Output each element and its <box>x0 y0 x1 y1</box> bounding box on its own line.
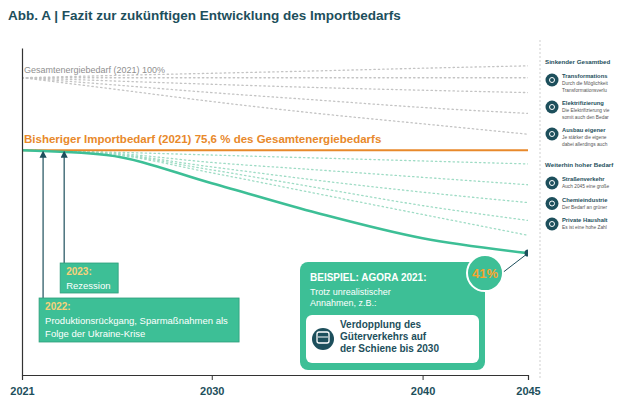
train-icon-window <box>318 337 328 338</box>
annotation-text: Produktionsrückgang, Sparmaßnahmen als <box>45 315 228 326</box>
panel-heading: Weiterhin hoher Bedarf <box>545 161 614 168</box>
series-line <box>22 150 528 235</box>
panel-item-title: Ausbau eigener <box>562 127 606 133</box>
x-tick: 2045 <box>516 375 540 397</box>
series-line <box>22 149 528 151</box>
x-tick: 2021 <box>10 375 34 397</box>
panel-icon-glyph <box>550 181 555 186</box>
panel-item-text: Der Bedarf an grüner <box>562 205 607 210</box>
annotation-text: Folge der Ukraine-Krise <box>45 328 145 339</box>
callout-title: BEISPIEL: AGORA 2021: <box>310 272 427 283</box>
series-line <box>22 78 528 134</box>
train-icon <box>312 328 334 350</box>
panel-icon-glyph <box>550 222 555 227</box>
series-label: Bisheriger Importbedarf (2021) 75,6 % de… <box>24 133 381 145</box>
panel-item-title: Transformations <box>562 73 607 79</box>
label-leader <box>502 253 528 273</box>
panel-icon <box>546 197 559 210</box>
x-tick-mark <box>212 375 213 380</box>
panel-separator <box>540 40 541 380</box>
annotation-arrow <box>42 154 43 298</box>
x-tick-mark <box>528 375 529 380</box>
y-axis-line <box>22 49 23 376</box>
panel-item-text: dabei allerdings auch <box>562 142 608 147</box>
series-label: Gesamtenergiebedarf (2021) 100% <box>24 65 165 75</box>
panel-item-title: Straßenverkehr <box>562 176 605 182</box>
panel-item-text: Transformationsverlu <box>562 88 607 93</box>
callout-inner <box>306 315 479 363</box>
series-line <box>22 78 528 93</box>
series-line <box>22 77 528 78</box>
callout-box <box>300 262 485 370</box>
panel-item-text: Auch 2045 eine große <box>562 184 610 189</box>
callout-highlight: Güterverkehrs auf <box>340 331 427 342</box>
annotation-text: Rezession <box>66 280 110 291</box>
train-icon-body <box>317 332 329 343</box>
panel-item-text: Durch die Möglichkeit <box>562 81 609 86</box>
chart: Abb. A | Fazit zur zukünftigen Entwicklu… <box>0 0 630 412</box>
series-line <box>22 78 528 114</box>
label-badge <box>467 255 503 291</box>
x-tick-label: 2040 <box>411 385 435 397</box>
panel-icon <box>546 74 559 87</box>
x-tick: 2030 <box>200 375 224 397</box>
panel-heading: Sinkender Gesamtbed <box>545 58 611 65</box>
panel-icon-glyph <box>550 201 555 206</box>
panel-item-text: somit auch den Bedar <box>562 115 609 120</box>
callout-highlight: Verdopplung des <box>340 319 422 330</box>
annotation-label: 2022: <box>45 301 71 312</box>
plot-area <box>22 66 528 257</box>
x-tick-label: 2045 <box>516 385 540 397</box>
panel-item-text: Die Elektrifizierung vie <box>562 108 610 113</box>
panel-icon <box>546 128 559 141</box>
panel-icon-glyph <box>550 132 555 137</box>
x-tick: 2040 <box>411 375 435 397</box>
x-tick-mark <box>423 375 424 380</box>
panel-icon <box>546 218 559 231</box>
panel-icon-glyph <box>550 105 555 110</box>
y-axis <box>22 49 23 376</box>
annotation-arrow <box>64 154 65 263</box>
series-line <box>22 150 528 202</box>
panel-icon <box>546 101 559 114</box>
data-label: 41% <box>472 266 498 281</box>
annotation-box <box>39 298 239 342</box>
panel-item-text: Je stärker die eigene <box>562 135 607 140</box>
panel-item-title: Private Haushalt <box>562 217 607 223</box>
callout-highlight: der Schiene bis 2030 <box>340 343 439 354</box>
x-axis-line <box>23 376 529 381</box>
callout-text: Trotz unrealistischer <box>310 287 391 297</box>
panel-icon <box>546 177 559 190</box>
panel-item-title: Elektrifizierung <box>562 100 604 106</box>
annotation-label: 2023: <box>66 266 92 277</box>
title: Abb. A | Fazit zur zukünftigen Entwicklu… <box>8 8 401 23</box>
panel-item-title: Chemieindustrie <box>562 197 608 203</box>
x-tick-label: 2030 <box>200 385 224 397</box>
callout-text: Annahmen, z.B.: <box>310 298 377 308</box>
series-line <box>22 150 528 253</box>
x-axis: 2021 2030 2040 2045 <box>10 375 540 397</box>
panel-item-text: Es ist eine hohe Zahl <box>562 225 607 230</box>
panel-icon-glyph <box>550 78 555 83</box>
x-tick-mark <box>22 375 23 380</box>
x-tick-label: 2021 <box>10 385 34 397</box>
annotation-box <box>60 263 118 293</box>
